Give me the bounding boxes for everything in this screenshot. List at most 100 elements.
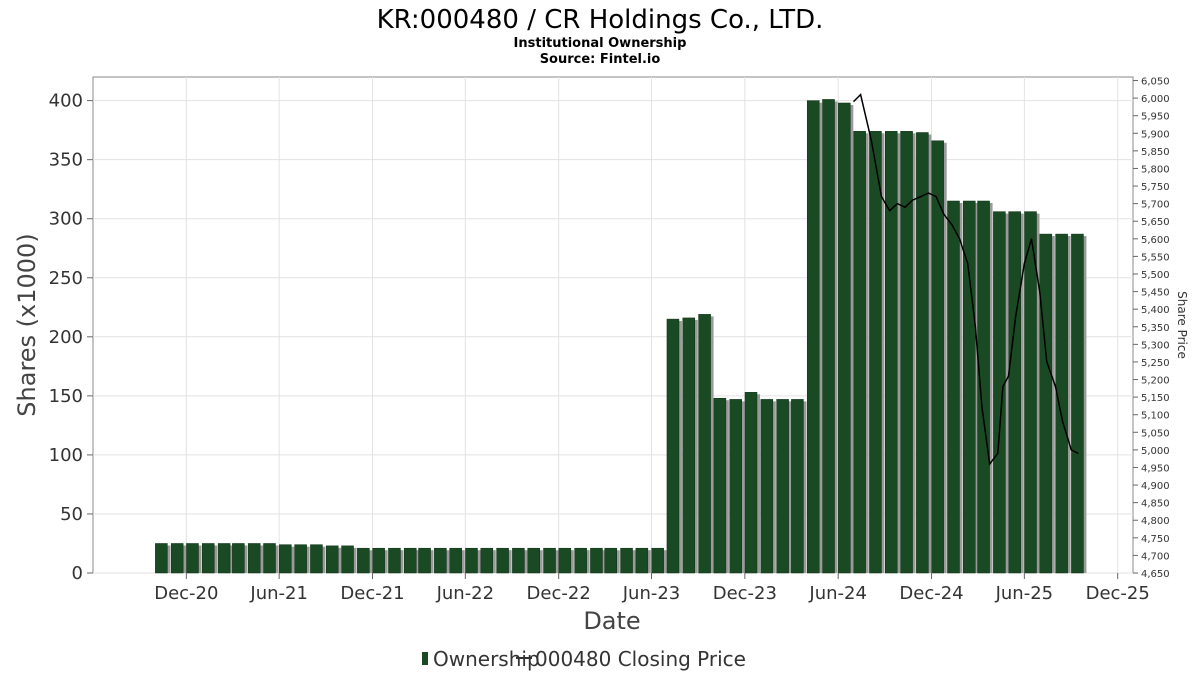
ownership-bar xyxy=(931,140,944,574)
ownership-bar xyxy=(465,547,478,574)
ownership-bar xyxy=(713,397,727,574)
ownership-bar xyxy=(186,543,199,574)
y2-tick-label: 5,600 xyxy=(1141,235,1170,246)
ownership-bar xyxy=(404,547,417,574)
ownership-bar xyxy=(1071,233,1084,574)
y-tick-label: 300 xyxy=(49,209,83,230)
y2-tick-label: 5,900 xyxy=(1141,129,1170,140)
y2-tick-label: 6,000 xyxy=(1141,94,1170,105)
x-tick-label: Dec-24 xyxy=(899,583,963,604)
ownership-bar xyxy=(853,131,866,574)
y2-axis-ticks: 4,650 4,700 4,750 4,800 4,850 4,900 4,950 5,000… xyxy=(1133,77,1170,580)
ownership-bar xyxy=(729,399,742,574)
ownership-bar xyxy=(341,545,354,574)
ownership-bar xyxy=(170,543,184,574)
legend: Ownership 000480 Closing Price xyxy=(422,647,746,671)
y2-axis-label: Share Price xyxy=(1175,291,1189,359)
chart-title: KR:000480 / CR Holdings Co., LTD. xyxy=(377,5,824,35)
ownership-bar xyxy=(698,314,711,574)
y-axis-ticks: 0 50 100 150 200 250 300 350 400 xyxy=(49,91,93,584)
x-tick-label: Dec-25 xyxy=(1086,583,1150,604)
y2-tick-label: 5,250 xyxy=(1141,358,1170,369)
x-axis-ticks: Dec-20 Jun-21 Dec-21 Jun-22 Dec-22 Jun-23 Dec-… xyxy=(154,573,1150,604)
ownership-bar xyxy=(449,547,462,574)
y2-tick-label: 5,650 xyxy=(1141,217,1170,228)
ownership-bar xyxy=(418,547,431,574)
ownership-bar xyxy=(325,545,339,574)
ownership-bar xyxy=(558,547,572,574)
y2-tick-label: 4,900 xyxy=(1141,481,1170,492)
y2-tick-label: 5,750 xyxy=(1141,182,1170,193)
y-tick-label: 0 xyxy=(72,563,83,584)
ownership-bar xyxy=(388,547,401,574)
ownership-bar xyxy=(232,543,245,574)
ownership-bar xyxy=(1024,211,1037,574)
y-tick-label: 200 xyxy=(49,327,83,348)
ownership-bar xyxy=(682,317,696,574)
ownership-bar xyxy=(357,547,370,574)
y2-tick-label: 6,050 xyxy=(1141,77,1170,88)
ownership-bar xyxy=(1008,211,1021,574)
y2-tick-label: 5,000 xyxy=(1141,446,1170,457)
ownership-bar xyxy=(496,547,509,574)
ownership-bar xyxy=(543,547,556,574)
x-tick-label: Jun-21 xyxy=(249,583,308,604)
legend-ownership-swatch xyxy=(422,652,428,665)
y2-tick-label: 5,300 xyxy=(1141,340,1170,351)
y2-tick-label: 4,700 xyxy=(1141,551,1170,562)
ownership-bars xyxy=(155,99,1087,574)
ownership-bar xyxy=(885,131,898,574)
y2-tick-label: 4,850 xyxy=(1141,499,1170,510)
ownership-bar xyxy=(620,547,633,574)
ownership-bar xyxy=(744,392,758,574)
ownership-bar xyxy=(263,543,276,574)
ownership-bar xyxy=(202,543,215,574)
y2-tick-label: 5,050 xyxy=(1141,428,1170,439)
x-tick-label: Dec-20 xyxy=(154,583,218,604)
y2-tick-label: 5,850 xyxy=(1141,147,1170,158)
y-tick-label: 150 xyxy=(49,386,83,407)
ownership-bar xyxy=(666,318,680,574)
ownership-bar xyxy=(791,399,804,574)
ownership-bar xyxy=(947,200,960,574)
ownership-bar xyxy=(776,399,789,574)
ownership-bar xyxy=(590,547,603,574)
ownership-bar xyxy=(372,547,385,574)
y2-tick-label: 5,400 xyxy=(1141,305,1170,316)
y2-tick-label: 5,150 xyxy=(1141,393,1170,404)
y2-tick-label: 5,450 xyxy=(1141,288,1170,299)
y-axis-label: Shares (x1000) xyxy=(13,233,41,416)
ownership-bar xyxy=(993,211,1006,574)
y2-tick-label: 4,800 xyxy=(1141,516,1170,527)
x-tick-label: Dec-22 xyxy=(527,583,591,604)
ownership-bar xyxy=(977,200,990,574)
x-tick-label: Jun-23 xyxy=(622,583,681,604)
x-tick-label: Dec-21 xyxy=(340,583,404,604)
y-tick-label: 50 xyxy=(60,504,83,525)
ownership-bar xyxy=(480,547,494,574)
y2-tick-label: 4,750 xyxy=(1141,534,1170,545)
ownership-bar xyxy=(806,100,820,574)
y2-tick-label: 5,350 xyxy=(1141,323,1170,334)
y2-tick-label: 5,800 xyxy=(1141,164,1170,175)
ownership-bar xyxy=(310,544,323,574)
x-axis-label: Date xyxy=(583,607,640,635)
ownership-bar xyxy=(512,547,525,574)
ownership-bar xyxy=(217,543,231,574)
y2-tick-label: 5,700 xyxy=(1141,200,1170,211)
y-tick-label: 400 xyxy=(49,91,83,112)
y2-tick-label: 4,650 xyxy=(1141,569,1170,580)
y2-tick-label: 5,200 xyxy=(1141,376,1170,387)
ownership-bar xyxy=(869,131,882,574)
y-tick-label: 250 xyxy=(49,268,83,289)
ownership-bar xyxy=(527,547,540,574)
ownership-bar xyxy=(822,99,835,574)
ownership-bar xyxy=(963,200,976,574)
y2-tick-label: 4,950 xyxy=(1141,463,1170,474)
ownership-bar xyxy=(760,399,774,574)
x-tick-label: Jun-24 xyxy=(808,583,867,604)
chart-subtitle: Institutional Ownership xyxy=(514,36,687,51)
y2-tick-label: 5,500 xyxy=(1141,270,1170,281)
y2-tick-label: 5,550 xyxy=(1141,252,1170,263)
